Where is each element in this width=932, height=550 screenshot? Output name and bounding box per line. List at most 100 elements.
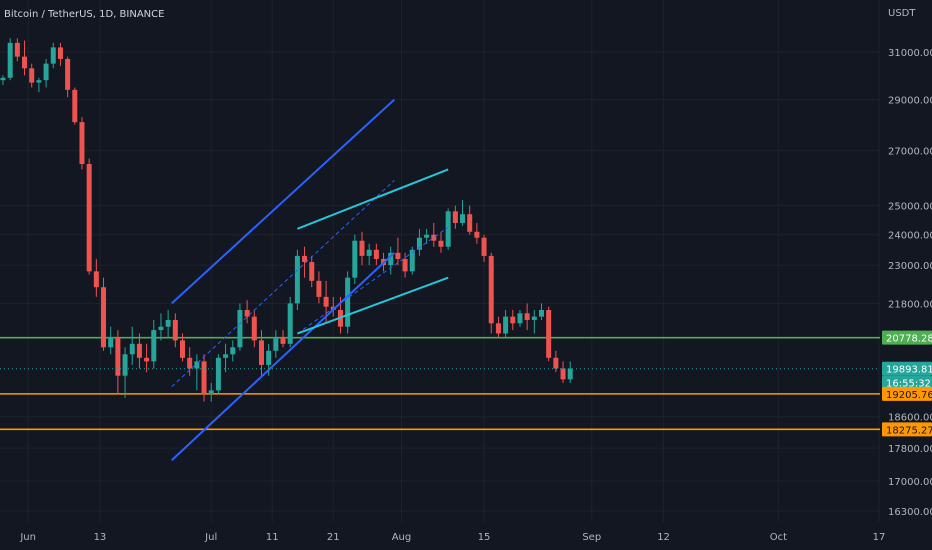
candle-body	[72, 89, 78, 123]
y-tick-label: 31000.00	[888, 48, 932, 59]
candle-body	[172, 319, 178, 341]
candle-body	[144, 357, 150, 362]
candle-body	[302, 255, 308, 263]
price-axis[interactable]: USDT 31000.00 29000.00 27000.00 25000.00 240…	[888, 8, 932, 518]
candle-body	[416, 237, 422, 250]
price-badge	[882, 361, 932, 376]
trendline[interactable]	[171, 179, 395, 388]
candle-body	[273, 336, 279, 351]
candle-body	[373, 249, 379, 259]
x-tick-label: 12	[657, 532, 670, 543]
candle-body	[208, 390, 214, 395]
candle-body	[495, 323, 501, 334]
x-tick-label: Jun	[19, 532, 36, 543]
candle-body	[223, 354, 229, 358]
price-badge-label: 19893.81	[886, 365, 932, 376]
trendline[interactable]	[171, 252, 395, 462]
horizontal-levels[interactable]	[0, 336, 880, 431]
candle-body	[115, 336, 121, 376]
candle-body	[187, 357, 193, 369]
candle-body	[165, 319, 171, 327]
y-tick-label: 16300.00	[888, 507, 932, 518]
trendlines[interactable]	[171, 98, 449, 462]
candle-body	[180, 340, 185, 358]
candle-body	[488, 255, 494, 324]
x-tick-label: 15	[478, 532, 491, 543]
x-tick-label: Sep	[582, 532, 601, 543]
candle-body	[136, 343, 142, 358]
y-tick-label: 27000.00	[888, 147, 932, 158]
candle-body	[316, 280, 322, 297]
candle-body	[546, 309, 552, 358]
y-tick-label: 24000.00	[888, 231, 932, 242]
candle-body	[244, 309, 250, 317]
candle-body	[101, 287, 107, 348]
candle-body	[481, 237, 487, 256]
candle-body	[65, 58, 71, 90]
trendline[interactable]	[297, 276, 449, 335]
x-tick-label: Oct	[770, 532, 787, 543]
y-tick-label: 17000.00	[888, 477, 932, 488]
candle-body	[266, 350, 272, 365]
price-badge-label: 20778.28	[886, 334, 932, 345]
candle-body	[402, 258, 408, 272]
price-badge-label: 18275.27	[886, 425, 932, 436]
candle-body	[474, 231, 480, 238]
candle-body	[287, 303, 293, 344]
candle-body	[0, 77, 6, 81]
candle-body	[215, 357, 221, 391]
candle-body	[280, 336, 286, 344]
candle-body	[258, 340, 264, 365]
candle-body	[359, 240, 365, 256]
candle-body	[309, 262, 315, 281]
trendline[interactable]	[171, 98, 395, 305]
candle-body	[460, 214, 466, 223]
time-axis[interactable]: Jun 13 Jul 11 21 Aug 15 Sep 12 Oct 17	[19, 532, 885, 543]
candle-body	[352, 240, 358, 278]
candle-body	[503, 316, 509, 334]
candle-body	[567, 368, 573, 380]
trendline[interactable]	[297, 168, 449, 230]
candle-body	[445, 211, 451, 247]
candle-body	[438, 240, 444, 247]
candle-body	[93, 271, 99, 288]
candle-body	[50, 47, 56, 64]
candle-body	[323, 296, 329, 307]
candle-body	[388, 252, 394, 266]
x-tick-label: Aug	[392, 532, 412, 543]
candle-body	[539, 309, 544, 317]
candle-body	[395, 252, 401, 259]
x-tick-label: 21	[327, 532, 340, 543]
candle-body	[194, 361, 200, 369]
candle-body	[524, 313, 530, 320]
trendline[interactable]	[297, 226, 449, 334]
y-tick-label: 29000.00	[888, 96, 932, 107]
candle-body	[230, 347, 236, 355]
candle-body	[467, 214, 473, 232]
candle-body	[366, 249, 372, 256]
candle-body	[517, 313, 523, 324]
x-tick-label: 13	[94, 532, 107, 543]
candle-body	[510, 316, 516, 324]
price-badge	[882, 386, 932, 401]
y-tick-label: 23000.00	[888, 261, 932, 272]
candles	[0, 38, 573, 402]
candle-body	[237, 309, 243, 348]
currency-label: USDT	[888, 8, 916, 19]
candle-body	[294, 255, 300, 304]
x-tick-label: Jul	[204, 532, 217, 543]
candle-body	[14, 42, 20, 57]
candle-body	[201, 361, 207, 395]
candle-body	[431, 234, 437, 241]
candle-body	[57, 47, 63, 59]
price-badge	[882, 330, 932, 345]
candle-body	[553, 357, 559, 369]
price-badge	[882, 375, 932, 390]
x-tick-label: 17	[873, 532, 886, 543]
candle-body	[36, 80, 42, 83]
candle-body	[151, 330, 157, 362]
candle-body	[129, 343, 135, 355]
